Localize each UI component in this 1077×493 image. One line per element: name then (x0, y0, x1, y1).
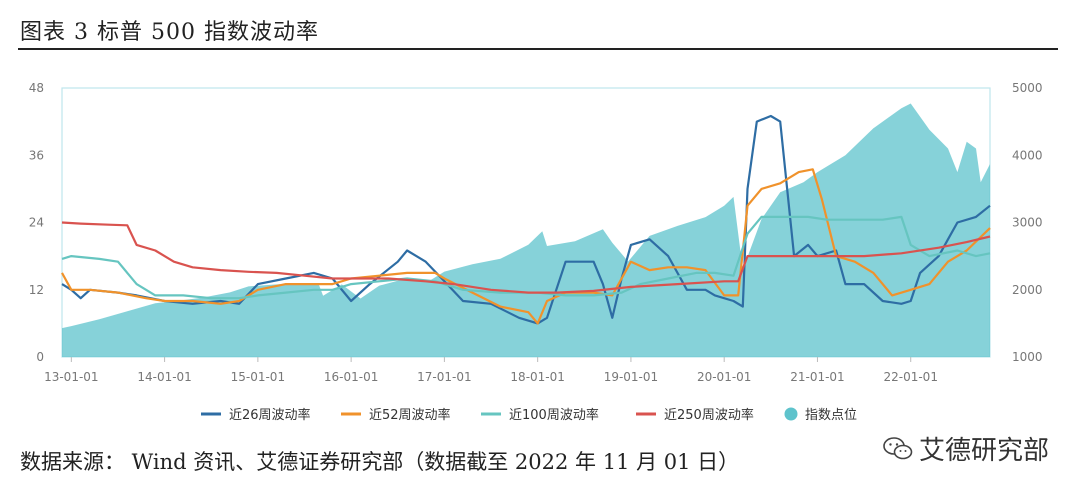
index-area-layer (62, 103, 990, 357)
title-rule (18, 48, 1058, 50)
legend-label: 近26周波动率 (229, 407, 311, 423)
x-tick-label: 20-01-01 (697, 370, 751, 384)
series-area-index (62, 103, 990, 357)
x-tick-label: 16-01-01 (324, 370, 378, 384)
series-line-3 (61, 221, 991, 294)
y-right-tick-label: 3000 (1012, 216, 1043, 230)
wechat-icon (883, 436, 913, 459)
y-left-tick-label: 24 (29, 216, 44, 230)
series-line-2 (61, 215, 991, 300)
y-left-tick-label: 0 (36, 350, 44, 364)
legend-label: 近100周波动率 (509, 407, 599, 423)
legend: 近26周波动率 近52周波动率 近100周波动率 近250周波动率 指数点位 (201, 407, 857, 423)
x-tick-label: 15-01-01 (231, 370, 285, 384)
x-tick-label: 19-01-01 (604, 370, 658, 384)
y-left-tick-label: 48 (29, 81, 44, 95)
legend-label: 近250周波动率 (664, 407, 754, 423)
y-left-tick-label: 12 (29, 283, 44, 297)
y-right-tick-label: 2000 (1012, 283, 1043, 297)
watermark-text: 艾德研究部 (919, 436, 1050, 466)
chart-canvas: 0 12 24 36 48 1000 2000 3000 4000 5000 13-01-01 14-… (29, 81, 1043, 423)
axes-layer: 0 12 24 36 48 1000 2000 3000 4000 5000 13-01-01 14-… (29, 81, 1043, 384)
y-left-tick-label: 36 (29, 148, 44, 162)
x-tick-label: 22-01-01 (883, 370, 937, 384)
legend-label: 近52周波动率 (369, 407, 451, 423)
source-note: 数据来源： Wind 资讯、艾德证券研究部（数据截至 2022 年 11 月 0… (20, 450, 740, 474)
legend-marker-index (784, 407, 798, 421)
y-right-tick-label: 4000 (1012, 148, 1043, 162)
x-tick-label: 18-01-01 (510, 370, 564, 384)
y-right-tick-label: 5000 (1012, 81, 1043, 95)
watermark: 艾德研究部 (883, 430, 1049, 467)
volatility-lines-layer (61, 114, 991, 325)
x-tick-label: 14-01-01 (137, 370, 191, 384)
x-tick-label: 17-01-01 (417, 370, 471, 384)
legend-label: 指数点位 (805, 408, 857, 423)
y-right-tick-label: 1000 (1012, 350, 1043, 364)
figure-title: 图表 3 标普 500 指数波动率 (20, 20, 319, 45)
x-tick-label: 21-01-01 (790, 370, 844, 384)
x-tick-label: 13-01-01 (44, 370, 98, 384)
